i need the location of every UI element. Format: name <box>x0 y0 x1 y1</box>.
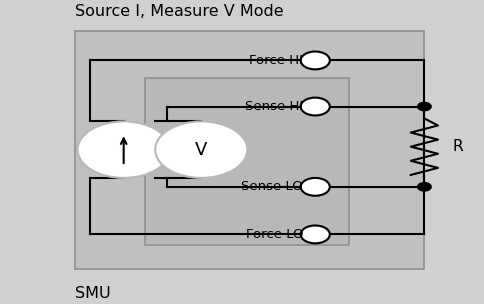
Text: Sense LO: Sense LO <box>241 180 302 193</box>
Text: R: R <box>452 139 462 154</box>
Text: Force LO: Force LO <box>245 228 302 241</box>
Text: Force HI: Force HI <box>249 54 302 67</box>
Circle shape <box>300 178 329 196</box>
Circle shape <box>417 102 430 111</box>
Text: SMU: SMU <box>75 286 110 302</box>
FancyBboxPatch shape <box>145 78 348 245</box>
Circle shape <box>77 121 169 178</box>
Text: Source I, Measure V Mode: Source I, Measure V Mode <box>75 4 283 19</box>
Circle shape <box>300 98 329 116</box>
Circle shape <box>417 183 430 191</box>
Text: Sense HI: Sense HI <box>244 100 302 113</box>
Circle shape <box>300 51 329 69</box>
Circle shape <box>300 226 329 243</box>
FancyBboxPatch shape <box>75 31 423 269</box>
Text: V: V <box>195 141 207 159</box>
Circle shape <box>155 121 247 178</box>
